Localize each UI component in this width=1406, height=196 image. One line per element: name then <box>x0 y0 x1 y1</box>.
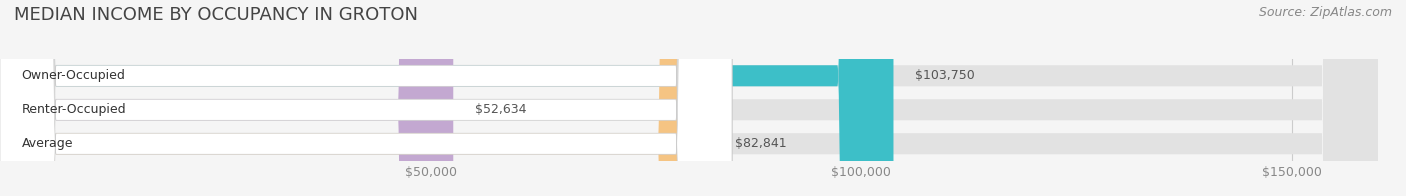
Text: Renter-Occupied: Renter-Occupied <box>21 103 127 116</box>
Text: MEDIAN INCOME BY OCCUPANCY IN GROTON: MEDIAN INCOME BY OCCUPANCY IN GROTON <box>14 6 418 24</box>
FancyBboxPatch shape <box>0 0 893 196</box>
FancyBboxPatch shape <box>0 0 733 196</box>
FancyBboxPatch shape <box>0 0 733 196</box>
Text: $52,634: $52,634 <box>475 103 526 116</box>
Text: Average: Average <box>21 137 73 150</box>
FancyBboxPatch shape <box>0 0 733 196</box>
Text: $82,841: $82,841 <box>735 137 786 150</box>
Text: Owner-Occupied: Owner-Occupied <box>21 69 125 82</box>
FancyBboxPatch shape <box>0 0 453 196</box>
FancyBboxPatch shape <box>0 0 713 196</box>
Text: Source: ZipAtlas.com: Source: ZipAtlas.com <box>1258 6 1392 19</box>
Text: $103,750: $103,750 <box>915 69 974 82</box>
